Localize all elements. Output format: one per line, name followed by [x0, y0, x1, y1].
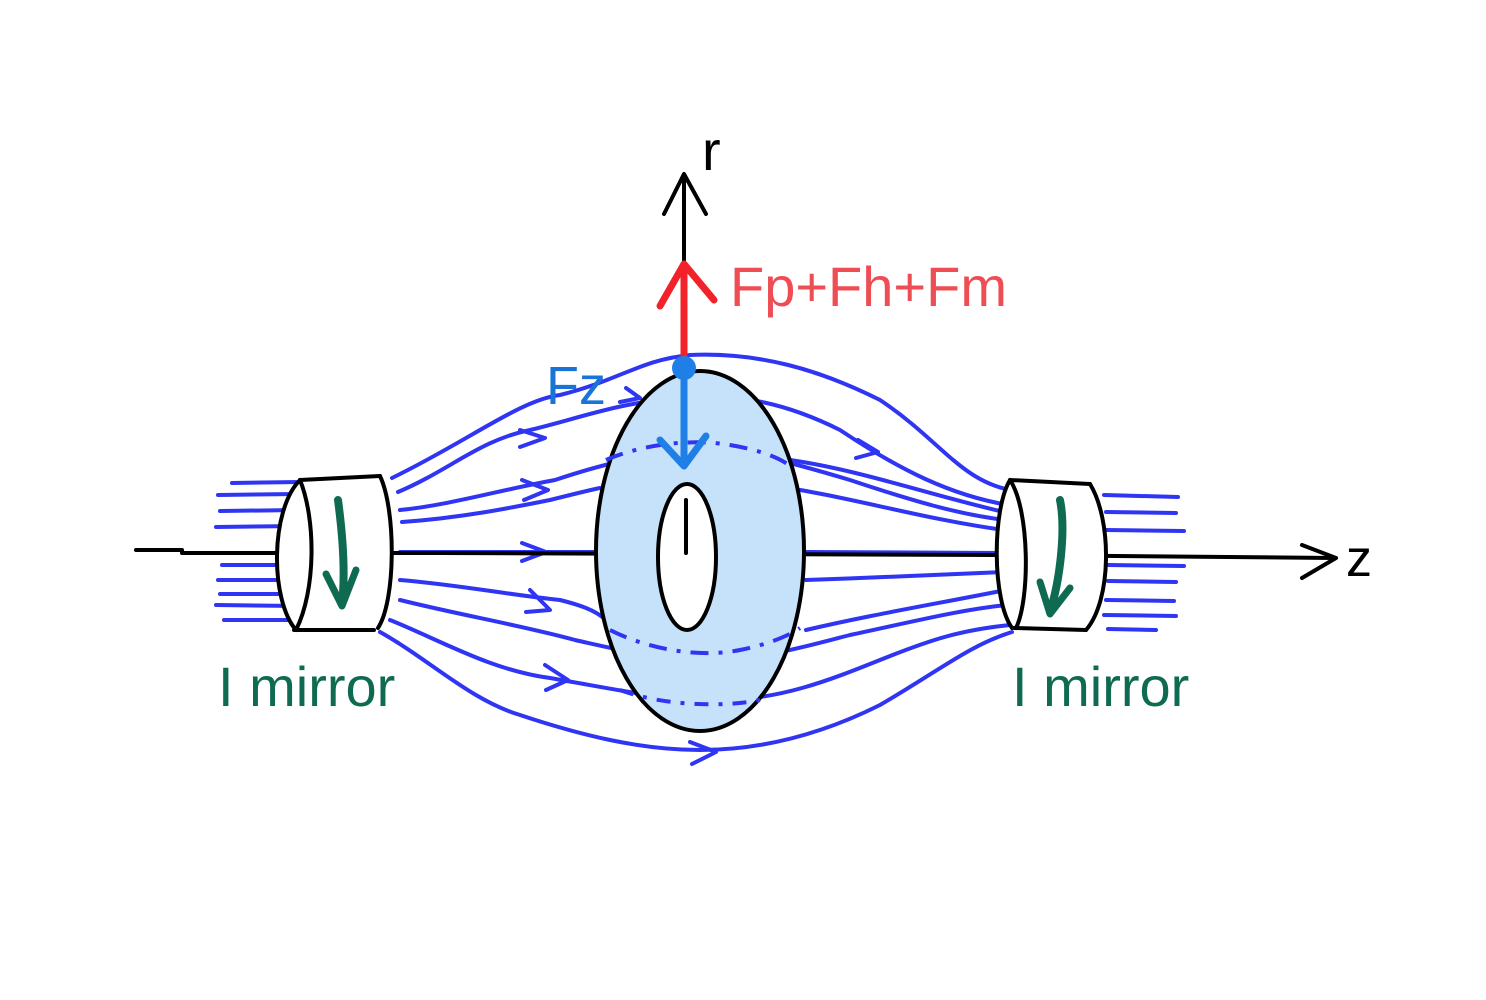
field-line-top-4b — [798, 488, 1006, 532]
axial-force-label: Fz — [546, 356, 606, 416]
axial-force-arrow — [656, 356, 710, 470]
torus-hole — [656, 482, 718, 632]
field-line-top-1 — [390, 352, 1012, 492]
field-line-bottom-1 — [398, 578, 608, 622]
torus-dashed-bottom — [619, 688, 761, 707]
radial-force-label: Fp+Fh+Fm — [730, 255, 1007, 318]
field-line-axis-right — [804, 550, 1002, 555]
z-axis-label: z — [1346, 530, 1372, 588]
magnetic-field-lines — [214, 352, 1186, 766]
right-mirror-coil — [994, 478, 1109, 632]
field-line-bottom-6 — [804, 570, 1006, 582]
plasma-torus — [594, 369, 806, 733]
field-stubs-right — [1102, 493, 1186, 632]
torus-dashed-lower — [609, 626, 802, 656]
field-line-bottom-5 — [804, 588, 1008, 632]
torus-dashed-upper — [605, 440, 792, 468]
r-axis-label: r — [702, 119, 721, 182]
right-coil-current-arrow — [1036, 496, 1074, 618]
right-coil-label: I mirror — [1012, 655, 1189, 718]
field-line-top-4 — [400, 486, 602, 524]
field-stubs-left — [214, 480, 302, 622]
field-line-bottom-4 — [378, 630, 1014, 752]
radial-force-arrow — [656, 260, 718, 362]
field-line-top-5 — [788, 458, 1006, 514]
left-mirror-coil — [275, 474, 394, 632]
left-coil-current-arrow — [322, 496, 360, 610]
r-axis — [662, 172, 708, 555]
left-coil-label: I mirror — [218, 655, 395, 718]
